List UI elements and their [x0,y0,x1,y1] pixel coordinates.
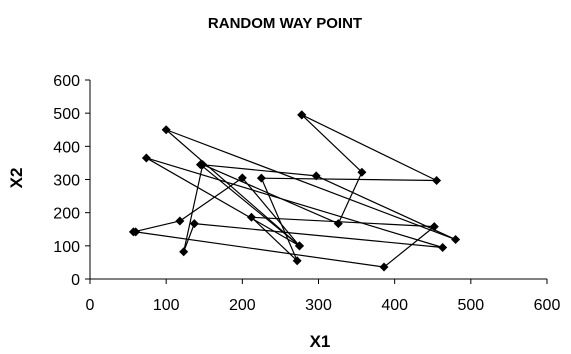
series-segment [337,171,363,224]
y-axis-label: X2 [7,168,26,189]
data-point [161,125,171,135]
data-point [451,235,461,245]
y-axis: 0 100 200 300 400 500 600 [53,73,91,289]
x-tick-label: 100 [153,297,180,314]
series-segment [301,114,437,182]
series-segment [251,216,435,228]
x-tick-label: 300 [305,297,332,314]
x-tick-label: 200 [229,297,256,314]
series-segment [200,163,317,177]
series-segment [146,157,443,249]
series-segment [383,226,435,268]
x-tick-label: 0 [86,297,95,314]
data-point [128,227,138,237]
chart-title: RANDOM WAY POINT [208,15,362,32]
data-point [141,153,151,163]
series-segment [135,231,385,268]
data-point [198,160,208,170]
data-point [429,222,439,232]
series-segment [183,164,204,252]
x-axis: 0 100 200 300 400 500 600 [86,278,561,314]
x-tick-label: 400 [381,297,408,314]
data-point [357,167,367,177]
x-tick-label: 600 [534,297,561,314]
series-segment [165,129,300,247]
series-line [133,114,456,268]
y-tick-label: 600 [53,73,80,90]
series-segment [261,177,437,182]
data-point [297,110,307,120]
series-segment [194,223,443,249]
series-segment [133,220,181,233]
series-markers [128,110,461,272]
y-tick-label: 300 [53,173,80,190]
series-segment [301,114,363,173]
x-tick-label: 500 [457,297,484,314]
data-point [432,175,442,185]
series-segment [183,223,195,253]
data-point [237,173,247,183]
y-tick-label: 400 [53,139,80,156]
series-segment [241,177,300,247]
data-point [175,216,185,226]
data-point [294,241,304,251]
series-segment [200,164,300,247]
series-segment [260,177,298,261]
series-segment [165,129,456,241]
data-point [189,219,199,229]
y-tick-label: 0 [71,272,80,289]
series-segment [179,177,243,222]
data-point [179,247,189,257]
data-point [438,242,448,252]
y-tick-label: 500 [53,106,80,123]
y-tick-label: 100 [53,239,80,256]
data-point [333,219,343,229]
data-point [246,212,256,222]
data-point [292,256,302,266]
x-axis-label: X1 [310,332,331,351]
data-point [256,173,266,183]
data-point [379,262,389,272]
data-point [311,171,321,181]
series-segment [202,164,339,225]
y-tick-label: 200 [53,206,80,223]
